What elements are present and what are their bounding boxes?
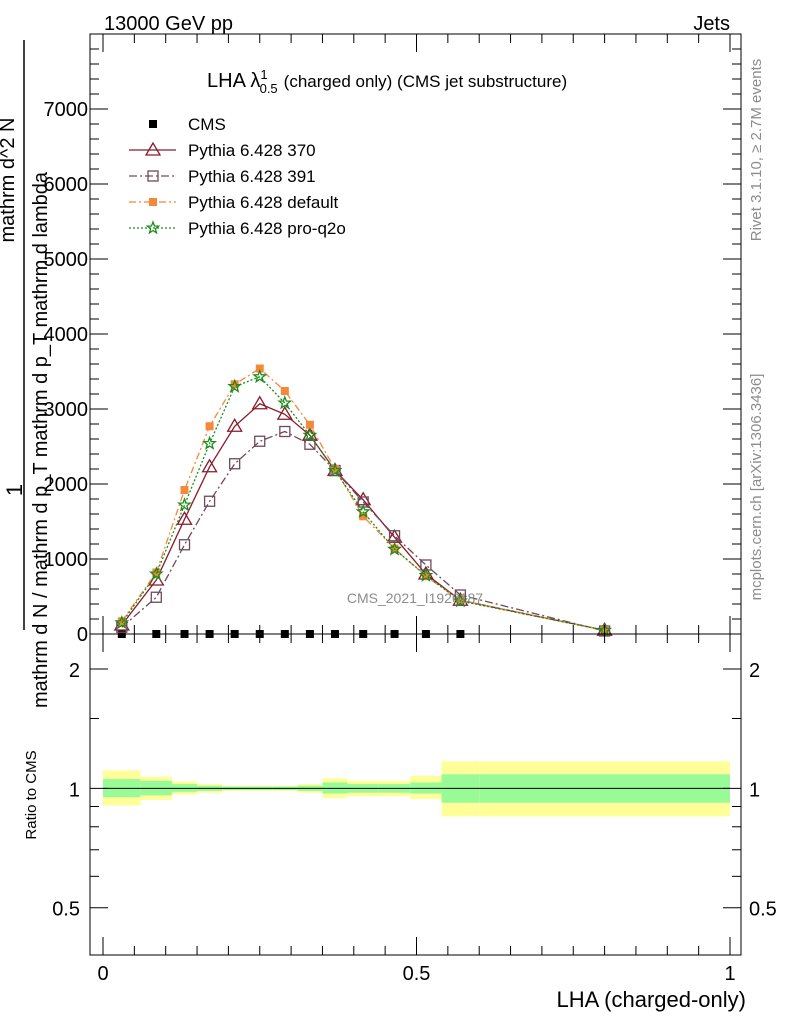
data-point: [386, 541, 403, 556]
data-point: [114, 614, 130, 630]
data-point: [205, 422, 214, 431]
data-point: [178, 539, 191, 551]
legend-marker: [149, 198, 157, 206]
chart-title-main: LHA λ: [207, 70, 260, 92]
data-point: [251, 395, 268, 410]
main-series-layer: [113, 364, 613, 638]
ratio-y-tick-label: 0.5: [52, 899, 80, 921]
data-point: [226, 417, 243, 432]
analysis-watermark: CMS_2021_I1920187: [347, 590, 483, 606]
legend-entry: Pythia 6.428 370: [129, 141, 316, 160]
x-tick-label: 1: [724, 963, 735, 985]
legend-entry: Pythia 6.428 default: [129, 193, 339, 212]
legend-label: Pythia 6.428 391: [188, 167, 316, 186]
data-point: [302, 427, 318, 442]
legend-marker: [145, 220, 161, 235]
series-line: [121, 367, 605, 631]
y-tick-label: 3000: [44, 399, 89, 421]
data-point: [421, 572, 430, 581]
series-pythia-6-428-pro-q2o: [114, 368, 613, 637]
legend-entry: CMS: [149, 115, 226, 134]
data-point: [180, 486, 189, 494]
data-point: [230, 380, 239, 389]
chart-title-rest: (charged only) (CMS jet substructure): [284, 72, 567, 91]
ratio-y-axis-label: Ratio to CMS: [23, 750, 40, 839]
y-axis-label: 1 mathrm d N / mathrm d p_T mathrm d p_T…: [0, 40, 52, 708]
data-point: [279, 425, 291, 438]
legend-label: Pythia 6.428 default: [188, 193, 339, 212]
y-tick-label: 0: [77, 624, 88, 646]
data-point: [148, 566, 164, 581]
mcplots-label: mcplots.cern.ch [arXiv:1306.3436]: [748, 374, 765, 601]
y-axis-label-numerator: 1: [2, 484, 27, 496]
data-point: [150, 591, 162, 603]
legend-entry: Pythia 6.428 pro-q2o: [129, 219, 346, 238]
y-axis-label-top: mathrm d^2 N: [0, 118, 19, 243]
x-axis-label: LHA (charged-only): [556, 987, 746, 1012]
data-point: [252, 368, 268, 384]
series-line: [121, 376, 605, 631]
data-point: [305, 420, 314, 429]
legend-label: Pythia 6.428 370: [188, 141, 316, 160]
data-point: [203, 495, 216, 507]
y-tick-label: 1000: [44, 549, 89, 571]
legend-marker: [149, 120, 157, 128]
ratio-y-tick-label: 1: [69, 779, 80, 801]
data-point: [117, 617, 126, 626]
data-point: [201, 458, 218, 473]
data-point: [301, 426, 319, 441]
ratio-y-tick-label-right: 0.5: [749, 899, 777, 921]
header-left: 13000 GeV pp: [104, 13, 233, 35]
data-point: [277, 395, 293, 410]
data-point: [388, 530, 401, 542]
data-point: [359, 512, 368, 521]
ratio-y-tick-label-right: 1: [749, 779, 760, 801]
data-point: [255, 364, 264, 373]
data-point: [176, 510, 193, 525]
data-point: [330, 465, 339, 473]
chart-title: LHA λ1 0.5 (charged only) (CMS jet substru…: [207, 67, 567, 96]
ratio-y-tick-label: 2: [69, 660, 80, 682]
data-point: [327, 462, 343, 477]
y-tick-label: 6000: [44, 174, 89, 196]
rivet-version-label: Rivet 3.1.10, ≥ 2.7M events: [748, 59, 765, 242]
x-tick-label: 0.5: [403, 963, 431, 985]
data-point: [355, 503, 371, 519]
legend: CMS Pythia 6.428 370 Pythia 6.428 391 Pythi…: [129, 115, 346, 238]
ratio-frame: [89, 633, 742, 956]
x-tick-label: 0: [97, 963, 108, 985]
ratio-uncertainty-bands: [103, 761, 730, 817]
data-point: [280, 387, 289, 395]
data-point: [276, 405, 293, 420]
chart-title-sub: 0.5: [260, 81, 278, 96]
data-point: [418, 567, 434, 582]
main-axes: 0 1000 2000 3000 4000 5000 6000 7000: [44, 33, 742, 646]
data-point: [177, 497, 192, 512]
chart-title-sup: 1: [260, 67, 267, 82]
y-tick-label: 5000: [44, 249, 89, 271]
y-tick-label: 7000: [44, 99, 89, 121]
data-point: [229, 458, 241, 470]
data-point: [227, 378, 243, 393]
legend-marker: [147, 170, 159, 182]
ratio-axes: 0 0.5 1 0.5 0.5 1 1 2 2: [52, 633, 777, 985]
y-axis-label-denominator: mathrm d N / mathrm d p_T mathrm d p_T m…: [30, 171, 52, 708]
data-point: [452, 593, 468, 608]
header-right: Jets: [693, 13, 730, 35]
y-tick-label: 4000: [44, 324, 89, 346]
y-tick-label: 2000: [44, 474, 89, 496]
data-point: [202, 435, 218, 450]
ratio-y-tick-label-right: 2: [749, 660, 760, 682]
legend-label: Pythia 6.428 pro-q2o: [188, 219, 346, 238]
data-point: [254, 435, 266, 447]
data-point: [304, 438, 316, 450]
legend-entry: Pythia 6.428 391: [129, 167, 316, 186]
legend-label: CMS: [188, 115, 226, 134]
legend-marker: [144, 141, 162, 156]
